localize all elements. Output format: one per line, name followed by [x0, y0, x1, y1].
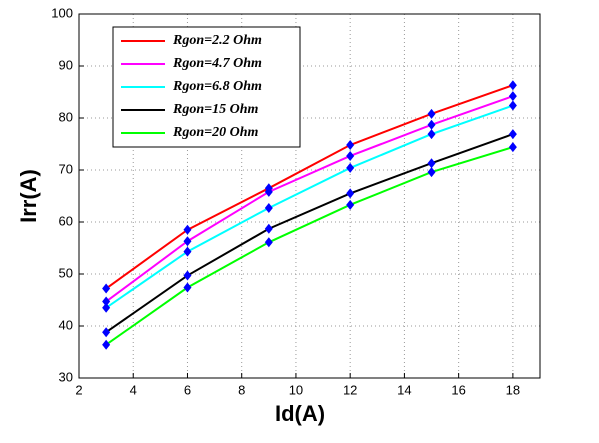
- marker: [427, 158, 436, 169]
- marker: [427, 119, 436, 130]
- marker: [346, 199, 355, 210]
- y-tick-label: 80: [59, 109, 73, 124]
- marker: [183, 270, 192, 281]
- x-tick-label: 18: [506, 382, 520, 397]
- marker: [508, 100, 517, 111]
- marker: [102, 339, 111, 350]
- marker: [346, 162, 355, 173]
- legend-label: Rgon=2.2 Ohm: [172, 33, 262, 48]
- series-line: [105, 104, 514, 309]
- x-tick-label: 6: [184, 382, 191, 397]
- marker: [346, 140, 355, 151]
- marker: [346, 150, 355, 161]
- x-tick-label: 14: [397, 382, 411, 397]
- legend-label: Rgon=15 Ohm: [172, 102, 258, 117]
- marker: [508, 142, 517, 153]
- series-line: [105, 95, 514, 303]
- legend-label: Rgon=6.8 Ohm: [172, 79, 262, 94]
- x-tick-label: 4: [130, 382, 137, 397]
- marker: [102, 296, 111, 307]
- marker: [102, 283, 111, 294]
- y-axis-label: Irr(A): [16, 169, 41, 223]
- y-tick-label: 100: [51, 5, 73, 20]
- marker: [508, 129, 517, 140]
- marker: [264, 202, 273, 213]
- y-tick-label: 50: [59, 265, 73, 280]
- marker: [508, 80, 517, 91]
- x-tick-label: 2: [75, 382, 82, 397]
- y-tick-label: 60: [59, 213, 73, 228]
- marker: [183, 282, 192, 293]
- marker: [508, 91, 517, 102]
- marker: [346, 188, 355, 199]
- series-line: [105, 84, 514, 290]
- y-tick-label: 90: [59, 57, 73, 72]
- x-tick-label: 16: [451, 382, 465, 397]
- series-line: [105, 133, 514, 334]
- legend-label: Rgon=20 Ohm: [172, 125, 258, 140]
- marker: [183, 224, 192, 235]
- marker: [183, 246, 192, 257]
- x-tick-label: 10: [289, 382, 303, 397]
- y-tick-label: 70: [59, 161, 73, 176]
- legend-label: Rgon=4.7 Ohm: [172, 56, 262, 71]
- x-tick-label: 8: [238, 382, 245, 397]
- x-tick-label: 12: [343, 382, 357, 397]
- plot-frame: [78, 13, 541, 379]
- marker: [102, 302, 111, 313]
- y-tick-label: 40: [59, 317, 73, 332]
- marker: [427, 108, 436, 119]
- marker: [183, 236, 192, 247]
- x-axis-label: Id(A): [275, 401, 325, 426]
- marker: [264, 186, 273, 197]
- marker: [102, 327, 111, 338]
- y-tick-label: 30: [59, 369, 73, 384]
- marker: [427, 129, 436, 140]
- marker: [264, 237, 273, 248]
- marker: [427, 167, 436, 178]
- marker: [264, 223, 273, 234]
- series-line: [105, 146, 514, 346]
